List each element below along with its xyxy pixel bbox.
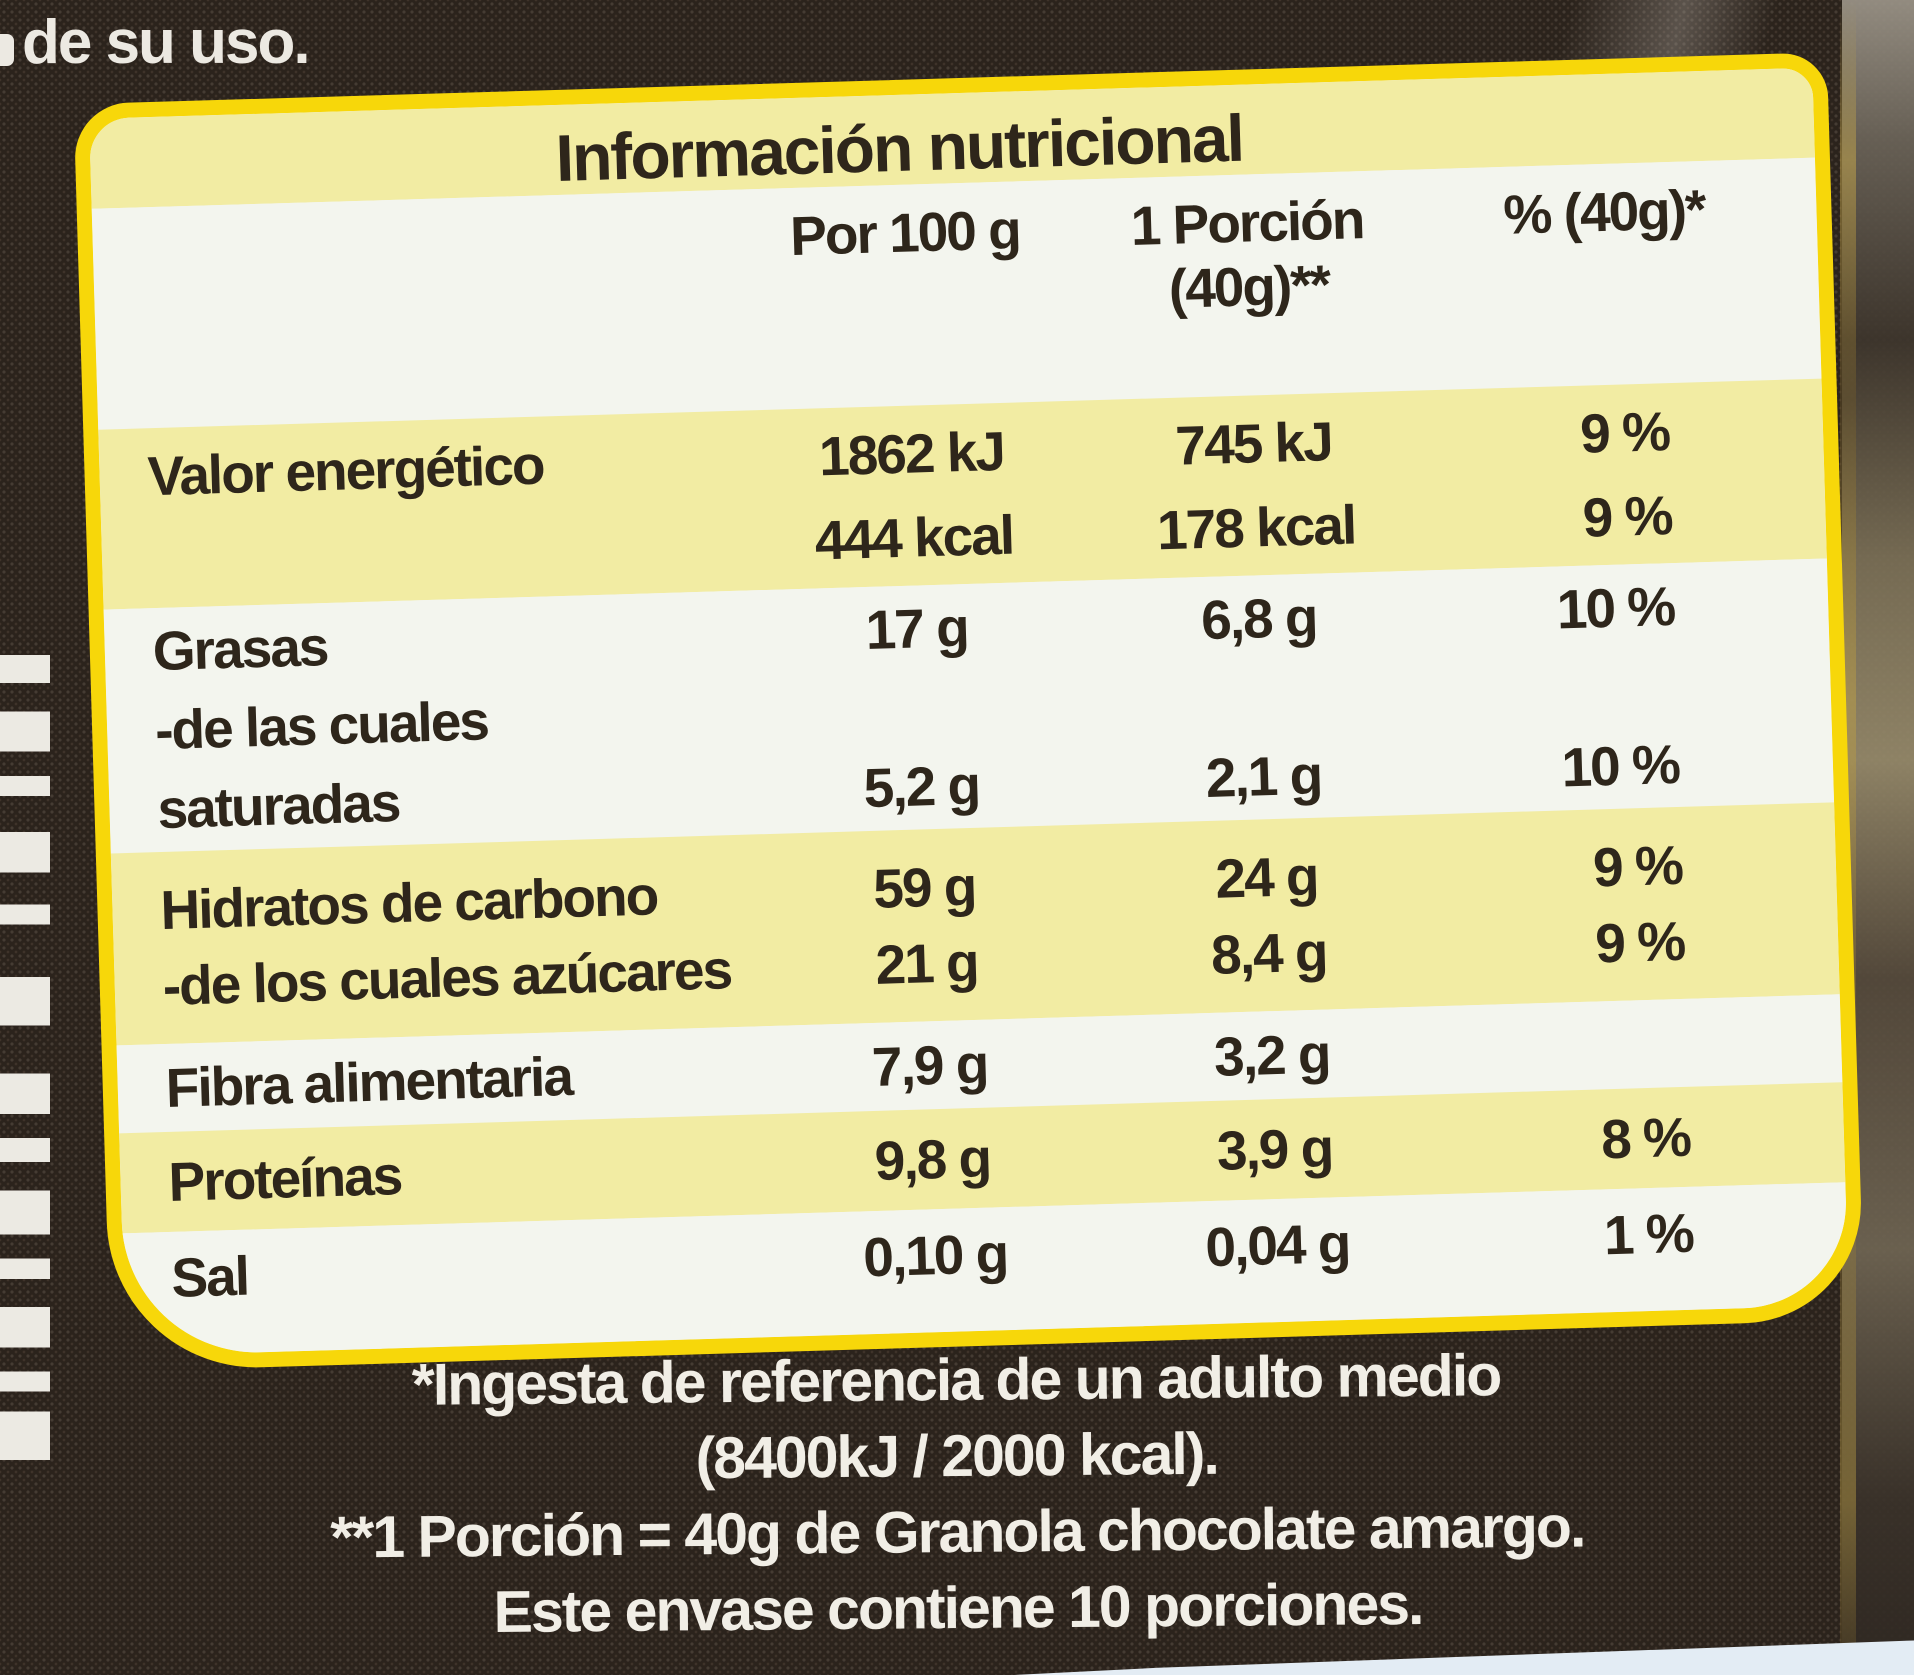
- value-per-100g: 444 kcal: [814, 503, 1014, 572]
- value-per-100g: 0,10 g: [862, 1222, 1009, 1289]
- value-per-portion: 2,1 g: [1204, 743, 1323, 809]
- nutrition-label: Información nutricional Por 100 g 1 Porc…: [73, 52, 1865, 1372]
- value-percent-ri: [1455, 1060, 1757, 1069]
- footnotes: *Ingesta de referencia de un adulto medi…: [99, 1335, 1816, 1654]
- value-percent-ri: 1 %: [1603, 1201, 1694, 1267]
- value-percent-ri: 10 %: [1560, 732, 1680, 798]
- value-percent-ri: 9 %: [1579, 400, 1670, 465]
- col-header-per100: Por 100 g: [789, 198, 1021, 268]
- value-per-portion: 3,9 g: [1215, 1116, 1334, 1182]
- footnote-line: Este envase contiene 10 porciones.: [493, 1570, 1423, 1646]
- value-percent-ri: 9 %: [1592, 833, 1683, 899]
- value-per-portion: 3,2 g: [1213, 1022, 1331, 1088]
- value-per-100g: 1862 kJ: [818, 419, 1005, 488]
- value-percent-ri: 9 %: [1594, 909, 1685, 975]
- value-percent-ri: 10 %: [1555, 574, 1676, 641]
- package-cutoff-text: de su uso.: [22, 8, 311, 77]
- value-per-100g: 59 g: [872, 854, 977, 920]
- col-header-portion-line1: 1 Porción: [1129, 188, 1365, 257]
- value-per-portion: 745 kJ: [1174, 410, 1333, 477]
- value-per-100g: 5,2 g: [862, 753, 980, 819]
- nutrient-name: [151, 561, 756, 579]
- col-header-pct: % (40g)*: [1502, 177, 1706, 246]
- value-per-100g: 21 g: [874, 930, 979, 996]
- value-per-portion: 178 kcal: [1156, 493, 1356, 562]
- value-per-100g: 7,9 g: [871, 1032, 989, 1099]
- value-percent-ri: 9 %: [1581, 484, 1673, 549]
- nutrient-name: Proteínas: [167, 1144, 403, 1213]
- cutoff-letter-fragment: [0, 34, 14, 66]
- value-per-100g: [760, 721, 1078, 730]
- value-percent-ri: 8 %: [1600, 1105, 1691, 1171]
- value-per-100g: 9,8 g: [873, 1126, 991, 1192]
- col-header-portion: 1 Porción (40g)**: [1063, 185, 1433, 324]
- value-per-portion: 8,4 g: [1210, 920, 1328, 986]
- package-bottom-edge: [1014, 1640, 1914, 1675]
- nutrient-name: Sal: [170, 1244, 249, 1309]
- nutrient-name: Fibra alimentaria: [164, 1044, 573, 1119]
- value-per-portion: 6,8 g: [1200, 585, 1318, 651]
- value-per-portion: [1079, 710, 1445, 721]
- col-header-portion-line2: (40g)**: [1167, 253, 1330, 320]
- barcode-icon: [0, 655, 50, 1460]
- footnote-line: **1 Porción = 40g de Granola chocolate a…: [330, 1493, 1585, 1571]
- nutrient-name: saturadas: [156, 770, 401, 840]
- header-row: Por 100 g 1 Porción (40g)** % (40g)*: [140, 176, 1735, 351]
- value-per-portion: 24 g: [1214, 844, 1319, 910]
- value-per-100g: 17 g: [864, 595, 969, 661]
- value-percent-ri: [1445, 701, 1747, 710]
- header-spacer: [140, 205, 745, 223]
- value-per-portion: 0,04 g: [1204, 1211, 1351, 1279]
